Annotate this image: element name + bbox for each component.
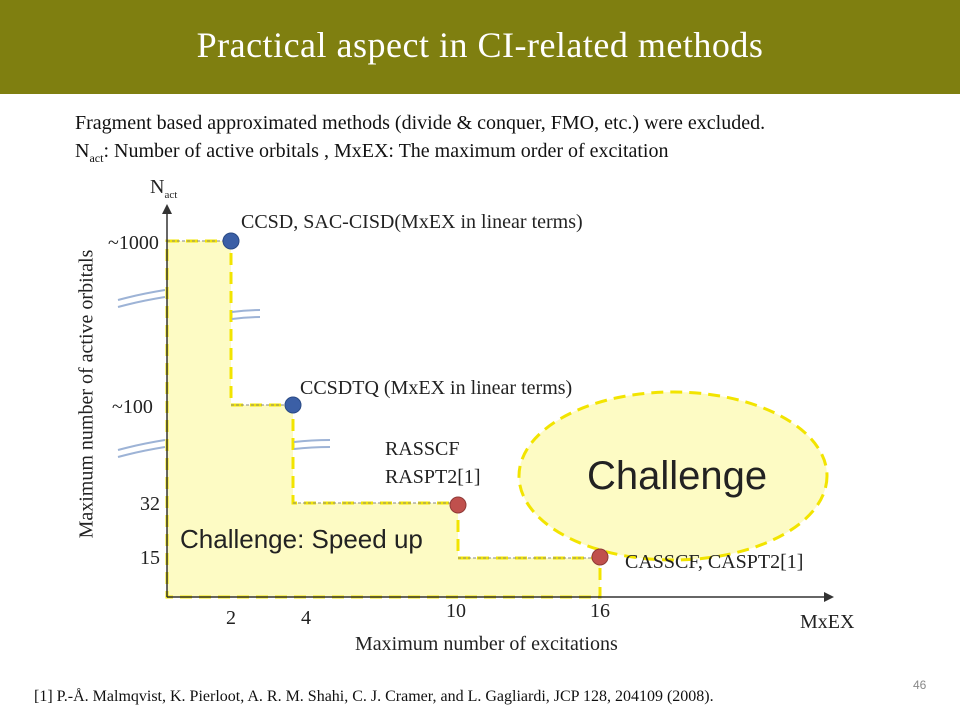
- label-raspt2: RASPT2[1]: [385, 466, 481, 488]
- y-axis-symbol: Nact: [150, 176, 177, 201]
- x-axis-title: Maximum number of excitations: [355, 633, 618, 655]
- guide-lines: [167, 240, 600, 559]
- label-ccsd: CCSD, SAC-CISD(MxEX in linear terms): [241, 211, 583, 233]
- note-line-2: Nact: Number of active orbitals , MxEX: …: [75, 140, 669, 166]
- x-tick-10: 10: [446, 600, 466, 622]
- title-banner: [0, 0, 960, 94]
- y-tick-32: 32: [140, 493, 160, 515]
- label-ccsdtq: CCSDTQ (MxEX in linear terms): [300, 377, 573, 399]
- y-tick-100: ~100: [112, 396, 153, 418]
- y-tick-1000: ~1000: [108, 232, 159, 254]
- x-tick-4: 4: [301, 607, 311, 629]
- y-axis-symbol-n: N: [150, 176, 165, 198]
- axis-break-upper: [117, 289, 261, 320]
- axis-break-lower: [117, 439, 331, 458]
- label-rasscf: RASSCF: [385, 438, 460, 460]
- note-line-1: Fragment based approximated methods (div…: [75, 112, 766, 134]
- note-line-2-text: : Number of active orbitals , MxEX: The …: [103, 140, 669, 162]
- challenge-ellipse: [517, 390, 829, 562]
- note-n-symbol: N: [75, 140, 90, 162]
- point-ccsd: [222, 232, 240, 250]
- point-rasscf: [449, 496, 467, 514]
- point-ccsdtq: [284, 396, 302, 414]
- point-casscf: [591, 548, 609, 566]
- y-axis-symbol-subscript: act: [164, 189, 178, 201]
- page-number: 46: [913, 678, 927, 692]
- label-casscf: CASSCF, CASPT2[1]: [625, 551, 804, 573]
- y-tick-15: 15: [140, 547, 160, 569]
- x-tick-2: 2: [226, 607, 236, 629]
- x-tick-16: 16: [590, 600, 610, 622]
- speed-up-label: Challenge: Speed up: [180, 524, 423, 554]
- note-n-subscript: act: [89, 151, 104, 165]
- y-axis-title: Maximum number of active orbitals: [75, 249, 98, 539]
- reference-citation: [1] P.-Å. Malmqvist, K. Pierloot, A. R. …: [34, 688, 714, 705]
- challenge-label: Challenge: [587, 454, 768, 498]
- x-axis-symbol: MxEX: [800, 611, 855, 633]
- slide-title: Practical aspect in CI-related methods: [196, 25, 764, 65]
